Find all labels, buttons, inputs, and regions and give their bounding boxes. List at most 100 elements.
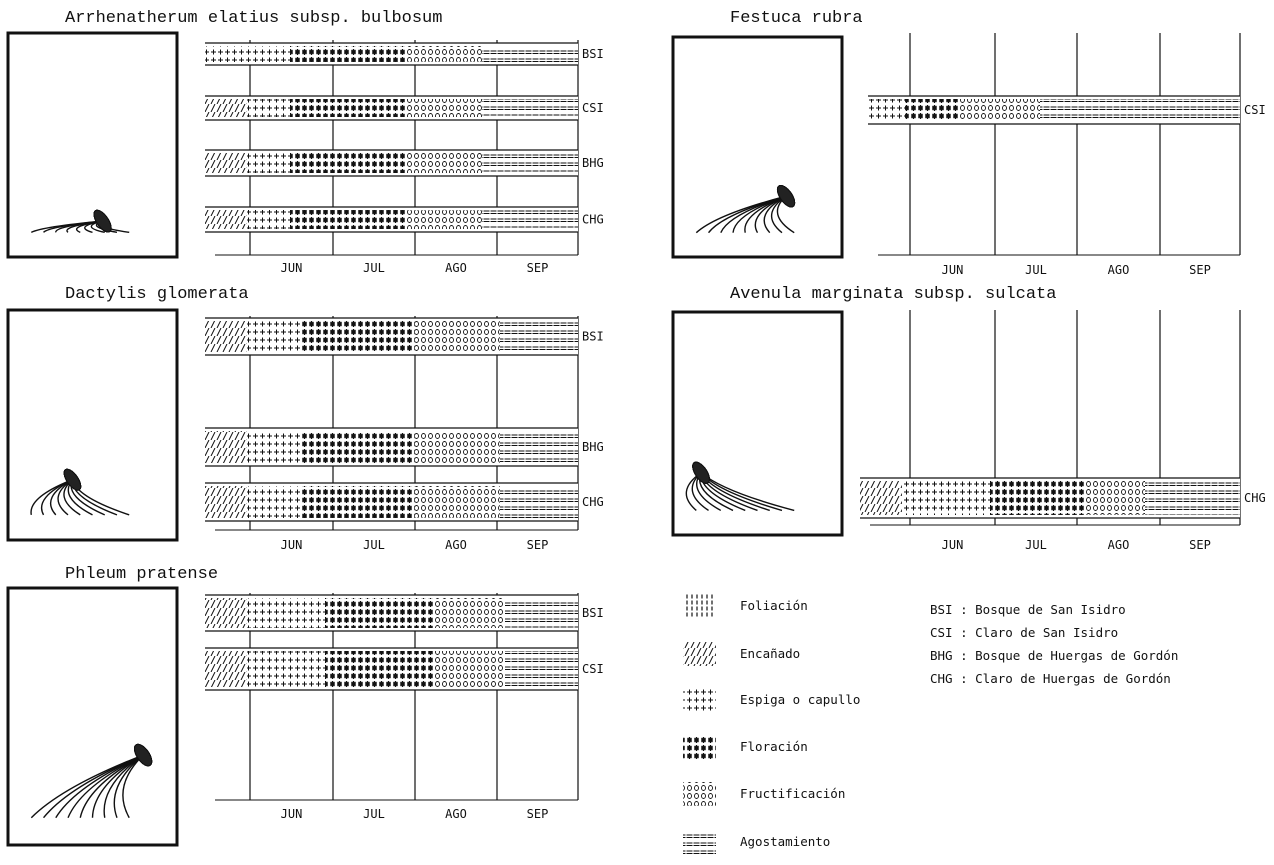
phase-segment	[290, 153, 405, 173]
site-code: CHG	[582, 213, 604, 227]
phase-segment	[405, 46, 482, 62]
month-label: SEP	[527, 261, 549, 275]
phase-segment	[1040, 99, 1240, 121]
phase-segment	[990, 481, 1085, 515]
species-title: Avenula marginata subsp. sulcata	[730, 285, 1056, 304]
site-code: CSI	[1244, 103, 1266, 117]
month-label: AGO	[445, 261, 467, 275]
legend: Foliación Encañado Espiga o capullo Floraci…	[683, 594, 1178, 854]
month-label: AGO	[1108, 263, 1130, 277]
phase-segment	[860, 481, 902, 515]
month-label: JUL	[1025, 538, 1047, 552]
site-code: CSI	[582, 662, 604, 676]
phase-segment	[405, 99, 482, 117]
species-title: Dactylis glomerata	[65, 285, 249, 304]
month-label: SEP	[1189, 263, 1211, 277]
legend-label: Espiga o capullo	[740, 692, 860, 707]
phase-segment	[482, 99, 578, 117]
phase-segment	[205, 99, 247, 117]
phase-segment	[482, 153, 578, 173]
phase-segment	[505, 651, 578, 687]
phase-segment	[1085, 481, 1145, 515]
phase-segment	[205, 153, 247, 173]
month-label: JUL	[363, 261, 385, 275]
month-label: JUN	[281, 261, 303, 275]
legend-label: Floración	[740, 739, 808, 754]
phase-segment	[205, 486, 247, 518]
phenology-panel: Avenula marginata subsp. sulcata JUN JUL AG…	[673, 285, 1266, 552]
phenology-panel: Arrhenatherum elatius subsp. bulbosum JUN…	[8, 9, 604, 275]
phase-segment	[300, 486, 415, 518]
phase-segment	[247, 210, 290, 229]
month-label: JUN	[942, 538, 964, 552]
legend-label: Agostamiento	[740, 834, 830, 849]
site-code: CHG	[1244, 491, 1266, 505]
phase-segment	[482, 46, 578, 62]
phase-segment	[290, 210, 405, 229]
species-title: Phleum pratense	[65, 565, 218, 584]
phase-segment	[247, 321, 300, 352]
phase-segment	[902, 481, 990, 515]
phase-segment	[205, 321, 247, 352]
phase-segment	[405, 153, 482, 173]
phase-segment	[205, 651, 247, 687]
species-title: Arrhenatherum elatius subsp. bulbosum	[65, 9, 442, 28]
figure: Arrhenatherum elatius subsp. bulbosum JUN…	[0, 0, 1274, 865]
phase-segment	[325, 598, 435, 628]
phase-segment	[325, 651, 435, 687]
site-code: BSI	[582, 47, 604, 61]
phase-segment	[205, 598, 247, 628]
month-label: AGO	[445, 807, 467, 821]
month-label: AGO	[445, 538, 467, 552]
legend-swatch	[683, 642, 716, 666]
phase-segment	[1145, 481, 1240, 515]
phase-segment	[247, 486, 300, 518]
month-label: JUN	[942, 263, 964, 277]
month-label: AGO	[1108, 538, 1130, 552]
phase-segment	[435, 598, 505, 628]
phase-segment	[415, 486, 500, 518]
legend-swatch	[683, 782, 716, 806]
legend-swatch	[683, 830, 716, 854]
site-code: BSI	[582, 330, 604, 344]
phase-segment	[247, 431, 300, 463]
month-label: JUL	[363, 807, 385, 821]
illustration-frame	[673, 37, 842, 257]
site-code: BSI	[582, 606, 604, 620]
phase-segment	[505, 598, 578, 628]
phase-segment	[290, 99, 405, 117]
legend-label: Fructificación	[740, 786, 845, 801]
site-legend: BHG : Bosque de Huergas de Gordón	[930, 648, 1178, 663]
month-label: SEP	[1189, 538, 1211, 552]
site-code: CHG	[582, 495, 604, 509]
phase-segment	[247, 598, 325, 628]
illustration-frame	[8, 588, 177, 845]
phase-segment	[868, 99, 905, 121]
phase-segment	[500, 321, 578, 352]
legend-swatch	[683, 735, 716, 759]
site-code: BHG	[582, 440, 604, 454]
phase-segment	[960, 99, 1040, 121]
phase-segment	[300, 321, 415, 352]
month-label: JUL	[363, 538, 385, 552]
phase-segment	[205, 210, 247, 229]
phase-segment	[247, 651, 325, 687]
site-legend: BSI : Bosque de San Isidro	[930, 602, 1126, 617]
phase-segment	[290, 46, 405, 62]
legend-label: Foliación	[740, 598, 808, 613]
phase-segment	[905, 99, 960, 121]
legend-label: Encañado	[740, 646, 800, 661]
phase-segment	[405, 210, 482, 229]
phase-segment	[205, 431, 247, 463]
phase-segment	[415, 431, 500, 463]
site-code: CSI	[582, 101, 604, 115]
phase-segment	[247, 153, 290, 173]
phase-segment	[500, 431, 578, 463]
phase-segment	[300, 431, 415, 463]
site-code: BHG	[582, 156, 604, 170]
site-legend: CSI : Claro de San Isidro	[930, 625, 1118, 640]
month-label: SEP	[527, 807, 549, 821]
